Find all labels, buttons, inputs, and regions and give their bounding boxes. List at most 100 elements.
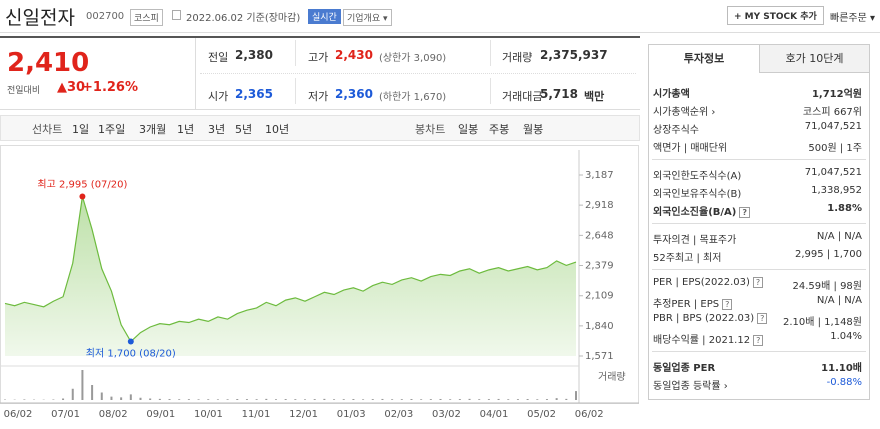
volume-bar (294, 399, 297, 400)
volume-bar (284, 399, 287, 400)
link-arrow[interactable]: › (720, 381, 728, 392)
volume-bar (575, 391, 577, 400)
row-divider (200, 73, 636, 74)
stock-code: 002700 (86, 11, 125, 22)
info-label: 동일업종 등락률 › (653, 381, 728, 392)
tab-item[interactable]: 3개월 (139, 123, 167, 136)
volume-bar (129, 394, 132, 400)
info-value: 1.04% (830, 331, 862, 342)
help-icon[interactable]: ? (722, 299, 733, 310)
info-value: 71,047,521 (804, 167, 862, 178)
change-label: 전일대비 (7, 86, 41, 96)
quick-order-text: 빠른주문 (830, 13, 867, 24)
tab-item[interactable]: 10년 (265, 123, 290, 136)
tab-item[interactable]: 1일 (72, 123, 90, 136)
overview-button[interactable]: 기업개요 ▾ (343, 9, 392, 26)
tab-item[interactable]: 일봉 (458, 123, 479, 136)
info-label: 외국인소진율(B/A)? (653, 203, 750, 218)
link-arrow[interactable]: › (708, 107, 716, 118)
volume-bar (226, 399, 229, 400)
x-tick-label: 06/02 (575, 409, 604, 420)
info-value: 1.88% (827, 203, 862, 214)
volume-bar (81, 370, 84, 400)
x-tick-label: 12/01 (289, 409, 318, 420)
tab-item[interactable]: 3년 (208, 123, 226, 136)
volume-bar (439, 398, 442, 400)
volume-bar (323, 398, 326, 400)
volume-bar (497, 398, 500, 400)
mystock-button[interactable]: + MY STOCK 추가 (727, 6, 824, 25)
tab-item[interactable]: 월봉 (523, 123, 544, 136)
calendar-icon (172, 10, 181, 20)
volume-bar (245, 399, 248, 400)
volume-bar (197, 399, 200, 400)
low-label: 최저 1,700 (08/20) (86, 348, 176, 360)
info-value: N/A | N/A (816, 295, 862, 306)
volume-bar (429, 399, 432, 400)
tab-item[interactable]: 1년 (177, 123, 195, 136)
tab-item[interactable]: 주봉 (489, 123, 510, 136)
info-value: 11.10배 (821, 363, 862, 374)
volume-bar (381, 398, 384, 400)
cell-value: 2,360 (335, 87, 373, 101)
info-value: -0.88% (826, 377, 862, 388)
info-label: 액면가 | 매매단위 (653, 143, 728, 154)
tab-item[interactable]: 1주일 (98, 123, 126, 136)
info-label: 시가총액 (653, 89, 690, 100)
x-tick-label: 09/01 (146, 409, 175, 420)
period-tabs (0, 115, 640, 141)
section-divider (652, 269, 866, 270)
volume-bar (478, 399, 481, 400)
change: ▲30 (57, 80, 86, 95)
section-divider (652, 159, 866, 160)
cell-value: 2,375,937 (540, 48, 608, 62)
info-tab[interactable]: 호가 10단계 (759, 45, 869, 73)
quick-order[interactable]: 빠른주문 ▾ (830, 13, 876, 24)
cell-value: 2,430 (335, 48, 373, 62)
realtime-badge[interactable]: 실시간 (308, 9, 341, 24)
info-label: 52주최고 | 최저 (653, 253, 722, 264)
volume-bar (149, 398, 152, 400)
volume-bar (187, 399, 190, 400)
cell-note: (하한가 1,670) (379, 92, 447, 103)
volume-bar (100, 392, 103, 400)
info-value: 2,995 | 1,700 (795, 249, 862, 260)
info-value: 24.59배 | 98원 (792, 281, 862, 292)
quote-box (0, 36, 640, 110)
volume-bar (400, 399, 403, 400)
info-value: 1,338,952 (811, 185, 862, 196)
help-icon[interactable]: ? (757, 313, 768, 324)
info-tab-active[interactable]: 투자정보 (649, 45, 759, 73)
info-value: 1,712억원 (811, 89, 862, 100)
quote-divider (195, 38, 196, 110)
info-label: 투자의견 | 목표주가 (653, 235, 737, 246)
change-pct: +1.26% (82, 80, 138, 95)
volume-bar (371, 399, 374, 400)
x-tick-label: 01/03 (337, 409, 366, 420)
volume-bar (536, 399, 539, 400)
help-icon[interactable]: ? (739, 207, 750, 218)
high-dot (79, 193, 86, 200)
tab-label: 선차트 (32, 123, 63, 136)
tab-item[interactable]: 5년 (235, 123, 253, 136)
volume-bar (516, 399, 519, 400)
volume-bar (178, 399, 181, 400)
y-tick-label: 3,187 (585, 170, 614, 181)
help-icon[interactable]: ? (752, 277, 764, 288)
chart: 1,571 1,840 2,109 2,379 2,648 2,918 3,187 최고 2,… (0, 145, 639, 420)
volume-bar (255, 399, 258, 400)
x-tick-label: 04/01 (480, 409, 509, 420)
volume-bar (274, 399, 277, 400)
x-tick-label: 03/02 (432, 409, 461, 420)
volume-bar (207, 399, 210, 400)
info-value: 2.10배 | 1,148원 (782, 317, 862, 328)
cell-value: 2,365 (235, 87, 273, 101)
volume-bar (555, 398, 558, 400)
help-icon[interactable]: ? (753, 335, 764, 346)
date: 2022.06.02 기준(장마감) (186, 13, 301, 24)
volume-bar (352, 399, 355, 400)
volume-bar (449, 399, 452, 400)
y-tick-label: 1,571 (585, 351, 614, 362)
info-value: N/A | N/A (816, 231, 862, 242)
volume-bar (526, 399, 529, 400)
